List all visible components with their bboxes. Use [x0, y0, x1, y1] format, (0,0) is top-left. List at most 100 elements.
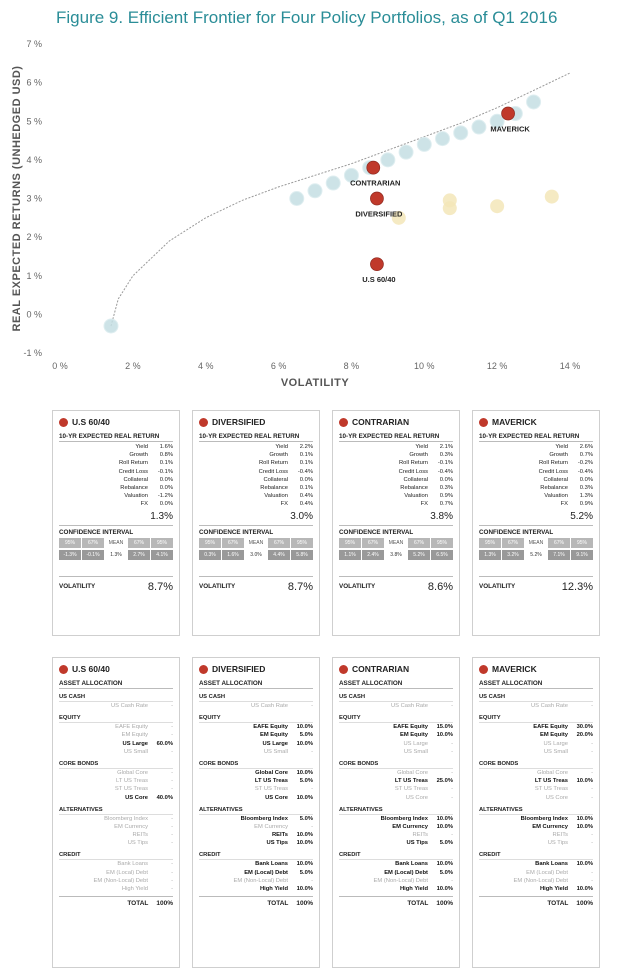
other-portfolio-point: [391, 210, 406, 225]
allocation-row: US Cash Rate -: [479, 702, 593, 710]
allocation-group-title: EQUITY: [479, 714, 593, 724]
portfolio-name: DIVERSIFIED: [212, 417, 266, 427]
allocation-label: Bank Loans: [535, 861, 568, 868]
allocation-row: EM (Local) Debt 5.0%: [199, 869, 313, 877]
allocation-group: CORE BONDS Global Core - LT US Treas 10.0% ST…: [479, 760, 593, 802]
return-label: Rebalance: [120, 484, 148, 491]
return-value: 0.9%: [579, 501, 593, 508]
return-row: Valuation 1.3%: [479, 492, 593, 500]
return-value: 0.1%: [159, 460, 173, 467]
allocation-value: 10.0%: [296, 794, 313, 801]
allocation-row: Bloomberg Index 10.0%: [339, 815, 453, 823]
allocation-label: EM (Local) Debt: [106, 869, 148, 876]
frontier-point: [471, 119, 487, 135]
allocation-group: EQUITY EAFE Equity 10.0% EM Equity 5.0% US La…: [199, 714, 313, 756]
allocation-label: US Large: [403, 740, 429, 747]
return-row: Growth 0.8%: [59, 451, 173, 459]
allocation-group-title: CORE BONDS: [479, 760, 593, 769]
return-value: -0.4%: [577, 468, 593, 475]
return-row: FX 0.9%: [479, 500, 593, 508]
allocation-row: EM Equity 10.0%: [339, 731, 453, 739]
ci-header: 95%: [479, 537, 501, 548]
return-label: Credit Loss: [118, 468, 148, 475]
return-row: Credit Loss -0.4%: [199, 468, 313, 476]
card-header: U.S 60/40: [59, 662, 173, 676]
allocation-group: US CASH US Cash Rate -: [479, 693, 593, 710]
x-tick-label: 14 %: [560, 361, 581, 371]
return-label: Valuation: [404, 493, 428, 500]
point-contrarian: [366, 160, 381, 175]
allocation-row: High Yield 10.0%: [479, 885, 593, 893]
allocation-row: Bank Loans 10.0%: [479, 860, 593, 868]
ci-value: 6.5%: [431, 549, 453, 560]
allocation-value: 10.0%: [436, 886, 453, 892]
return-label: Rebalance: [540, 484, 568, 491]
allocation-value: -: [171, 748, 173, 755]
allocation-row: EM (Local) Debt -: [479, 869, 593, 877]
allocation-label: US Large: [122, 740, 148, 747]
allocation-value: 10.0%: [576, 815, 593, 822]
y-tick-label: 1 %: [26, 271, 42, 281]
return-value: 0.0%: [159, 501, 173, 508]
allocation-label: EM Equity: [121, 732, 148, 739]
total-return: 5.2%: [479, 509, 593, 526]
asset-allocation-title: ASSET ALLOCATION: [479, 680, 593, 689]
allocation-label: US Large: [262, 740, 288, 747]
ci-value: 1.6%: [222, 549, 244, 560]
allocation-value: -: [591, 748, 593, 755]
frontier-point: [343, 167, 359, 183]
allocation-value: 10.0%: [576, 778, 593, 785]
allocation-value: 5.0%: [439, 840, 453, 847]
allocation-group: CORE BONDS Global Core - LT US Treas - ST US …: [59, 760, 173, 802]
allocation-value: 20.0%: [576, 732, 593, 739]
ci-values: 0.3% 1.6% 3.0% 4.4% 5.8%: [199, 549, 313, 560]
ci-header: 67%: [548, 537, 570, 548]
allocation-value: 5.0%: [299, 869, 313, 876]
allocation-row: ST US Treas -: [199, 785, 313, 793]
ci-value: 1.1%: [339, 549, 361, 560]
allocation-group: EQUITY EAFE Equity - EM Equity - US Large 60.0…: [59, 714, 173, 756]
return-value: 0.0%: [579, 476, 593, 483]
portfolio-marker-icon: [479, 664, 488, 674]
allocation-row: US Cash Rate -: [199, 702, 313, 710]
allocation-label: REITs: [272, 832, 288, 839]
total-value: 100%: [576, 900, 593, 908]
total-value: 100%: [296, 900, 313, 908]
return-label: Growth: [549, 452, 568, 459]
frontier-point: [526, 94, 542, 110]
x-tick-label: 0 %: [52, 361, 68, 371]
allocation-row: EM (Local) Debt 5.0%: [339, 869, 453, 877]
allocation-row: EM (Non-Local) Debt -: [479, 877, 593, 885]
card-header: DIVERSIFIED: [199, 415, 313, 429]
card-header: MAVERICK: [479, 415, 593, 429]
allocation-row: EM (Local) Debt -: [59, 869, 173, 877]
return-label: Collateral: [543, 476, 569, 483]
portfolio-name: CONTRARIAN: [352, 664, 410, 674]
allocation-value: -: [451, 769, 453, 776]
allocation-group: CREDIT Bank Loans 10.0% EM (Local) Debt 5.0%…: [199, 851, 313, 893]
allocation-row: US Small -: [479, 748, 593, 756]
allocation-label: EM (Non-Local) Debt: [513, 877, 568, 884]
ci-title: CONFIDENCE INTERVAL: [199, 528, 274, 536]
allocation-value: 10.0%: [436, 815, 453, 822]
return-label: Yield: [415, 444, 428, 450]
ci-header: 67%: [408, 537, 430, 548]
ci-header: MEAN: [385, 537, 407, 548]
return-label: FX: [280, 501, 288, 508]
return-row: Credit Loss -0.4%: [479, 468, 593, 476]
allocation-group: ALTERNATIVES Bloomberg Index 10.0% EM Curre…: [479, 806, 593, 848]
allocation-row: REITs -: [339, 831, 453, 839]
allocation-card: CONTRARIAN ASSET ALLOCATION US CASH US Cash…: [332, 657, 460, 968]
frontier-point: [325, 175, 341, 191]
allocation-label: ST US Treas: [114, 786, 148, 793]
portfolio-marker-icon: [479, 417, 488, 427]
volatility-row: VOLATILITY 8.7%: [199, 575, 313, 597]
total-row: TOTAL 100%: [479, 896, 593, 910]
allocation-value: -: [311, 703, 313, 709]
return-label: Collateral: [123, 476, 149, 483]
label-diversified: DIVERSIFIED: [355, 210, 403, 219]
ci-value: 5.8%: [291, 549, 313, 560]
allocation-row: US Core 10.0%: [199, 794, 313, 802]
y-tick-label: 7 %: [26, 39, 42, 49]
allocation-row: Global Core -: [59, 769, 173, 777]
